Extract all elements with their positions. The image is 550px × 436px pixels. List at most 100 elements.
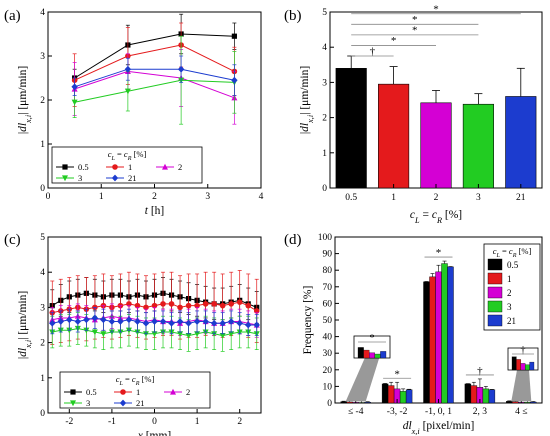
- legend-entry: 0.5: [507, 260, 519, 270]
- bar: [470, 385, 478, 404]
- panel-label-a: (a): [4, 8, 21, 24]
- bar: [358, 402, 365, 404]
- legend-marker: [119, 399, 127, 407]
- legend-entry: 21: [128, 173, 137, 183]
- bar: [429, 276, 436, 404]
- bar: [340, 401, 347, 404]
- panel-label-b: (b): [284, 8, 302, 24]
- x-tick-label: 0: [46, 192, 51, 202]
- data-point: [71, 99, 78, 106]
- panel-label-d: (d): [284, 232, 302, 248]
- data-point: [219, 332, 226, 339]
- data-point: [160, 301, 166, 307]
- legend-entry: 21: [507, 316, 516, 326]
- data-point: [194, 302, 200, 309]
- inset-bar: [511, 356, 517, 371]
- data-point: [168, 319, 175, 327]
- data-point: [151, 318, 158, 325]
- significance-mark: †: [521, 345, 526, 356]
- y-tick-label: 10: [323, 382, 333, 392]
- y-axis-label: |dlx,i| [μm/min]: [299, 66, 315, 134]
- bar: [505, 96, 537, 189]
- data-point: [117, 318, 124, 325]
- data-point: [185, 319, 192, 327]
- bar: [420, 102, 452, 189]
- bar: [381, 383, 389, 404]
- data-point: [227, 318, 235, 325]
- data-point: [91, 329, 98, 336]
- data-point: [245, 302, 252, 309]
- bar: [378, 83, 410, 189]
- data-point: [49, 319, 56, 327]
- legend-marker: [111, 174, 119, 182]
- bar: [447, 266, 454, 404]
- panel-label-c: (c): [4, 232, 21, 248]
- data-point: [228, 331, 235, 337]
- y-axis-label: |dlx,i| [μm/min]: [17, 66, 33, 134]
- data-point: [100, 331, 107, 337]
- y-tick-label: 90: [323, 250, 333, 260]
- inset-bar: [516, 359, 521, 371]
- bar: [441, 263, 448, 404]
- y-tick-label: 3: [40, 52, 45, 62]
- legend-marker: [170, 388, 176, 395]
- data-point: [211, 301, 217, 307]
- y-tick-label: 3: [322, 78, 327, 88]
- x-tick-label: ≤ -4: [348, 407, 364, 417]
- significance-mark: †: [477, 365, 483, 377]
- data-point: [210, 319, 218, 327]
- data-point: [71, 83, 78, 91]
- y-axis-label: |dlx,i| [μm/min]: [17, 291, 33, 359]
- y-tick-label: 1: [40, 374, 45, 384]
- legend-marker: [162, 163, 168, 170]
- series-21: [71, 55, 238, 96]
- data-point: [57, 318, 64, 325]
- data-point: [176, 318, 184, 325]
- bar: [346, 401, 353, 404]
- bar: [405, 389, 413, 404]
- y-tick-label: 0: [322, 184, 327, 194]
- data-point: [193, 318, 201, 325]
- data-point: [177, 304, 183, 311]
- data-point: [125, 316, 133, 324]
- y-tick-label: 20: [323, 366, 333, 376]
- bar: [530, 401, 537, 404]
- zoom-connector: [511, 370, 532, 402]
- data-point: [168, 301, 175, 307]
- data-point: [143, 304, 149, 311]
- y-tick-label: 3: [40, 303, 45, 313]
- significance-mark: *: [370, 333, 375, 344]
- significance-mark: *: [412, 24, 418, 36]
- bar: [435, 271, 442, 404]
- significance-mark: *: [391, 35, 397, 47]
- x-axis-label: t [h]: [145, 205, 165, 217]
- y-tick-label: 2: [40, 339, 45, 349]
- legend-entry: 2: [186, 387, 190, 397]
- inset-bar: [380, 351, 387, 359]
- legend-entry: 2: [507, 288, 512, 298]
- y-tick-label: 100: [318, 233, 333, 243]
- series-line: [74, 33, 235, 79]
- data-point: [126, 301, 132, 307]
- y-tick-label: 4: [40, 8, 45, 18]
- legend-box: [51, 146, 203, 184]
- data-point: [245, 321, 252, 329]
- significance-mark: *: [394, 368, 400, 380]
- series-3: [71, 35, 238, 125]
- data-point: [231, 33, 237, 39]
- legend-marker: [62, 164, 68, 170]
- y-tick-label: 1: [322, 149, 327, 159]
- significance-mark: *: [436, 247, 442, 259]
- data-point: [202, 301, 209, 307]
- bar: [524, 402, 531, 404]
- data-point: [219, 319, 226, 327]
- data-point: [185, 332, 192, 339]
- x-axis-label: x [mm]: [137, 430, 172, 436]
- panel-a: 0 1 2 3 4 0 1 2 3 4 cL = cR [%] 0.5 1 2 3 21 t [h] |dlx,i…: [17, 8, 264, 217]
- data-point: [142, 319, 150, 327]
- x-tick-label: 1: [99, 192, 104, 202]
- x-tick-label: 0.5: [345, 193, 357, 203]
- x-tick-label: 4 ≤: [515, 407, 527, 417]
